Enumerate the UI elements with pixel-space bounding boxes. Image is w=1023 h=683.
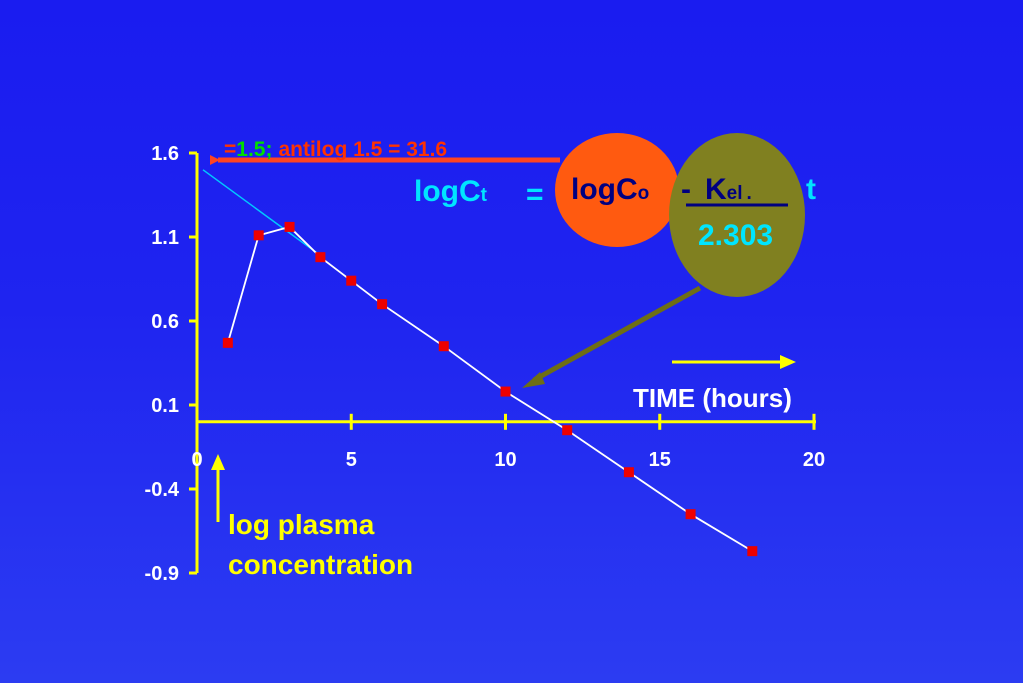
equation-divisor: 2.303 (698, 219, 773, 252)
equation-lhs-main: logC (414, 175, 481, 208)
axes (189, 151, 816, 575)
data-point (253, 230, 264, 241)
data-point (438, 341, 449, 352)
kel-arrow-head (522, 372, 545, 388)
x-tick-label: 10 (494, 449, 516, 471)
equation-lhs-sub: t (481, 185, 488, 206)
y-tick-label: -0.4 (145, 479, 180, 501)
x-tick-label: 15 (649, 449, 671, 471)
data-point (623, 467, 634, 478)
y-tick-label: 0.1 (151, 395, 179, 417)
y-label-arrow-head (211, 454, 225, 470)
series-line (226, 225, 753, 552)
data-point (747, 546, 758, 557)
antilog-text: antilog 1.5 = 31.6 (278, 138, 447, 161)
kel-circle (669, 133, 805, 297)
y-axis-label: log plasma concentration (228, 509, 413, 580)
data-point (284, 221, 295, 232)
x-tick-label: 5 (346, 449, 357, 471)
c0-circle (555, 133, 679, 247)
data-markers (222, 221, 758, 557)
data-point (500, 386, 511, 397)
y-axis-label-line1: log plasma (228, 509, 375, 540)
equation-t: t (806, 173, 816, 206)
data-point (222, 337, 233, 348)
data-point (346, 275, 357, 286)
extrapolation-line (202, 169, 321, 257)
data-point (315, 252, 326, 263)
y-tick-label: -0.9 (145, 563, 179, 585)
x-tick-label: 0 (191, 449, 202, 471)
y-tick-labels: 1.6 1.1 0.6 0.1 -0.4 -0.9 (145, 143, 180, 585)
equation-c0-main: logC (571, 173, 638, 206)
equation-kel: Kel. (705, 173, 752, 206)
data-point (562, 425, 573, 436)
equation-kel-main: K (705, 173, 727, 206)
x-axis-label: TIME (hours) (633, 383, 792, 413)
data-point (377, 299, 388, 310)
kel-arrow-line (532, 285, 702, 383)
intercept-annotation: =1.5; antilog 1.5 = 31.6 (224, 138, 447, 161)
equation-c0: logCo (571, 173, 649, 206)
equation-minus: - (681, 173, 691, 206)
y-tick-label: 0.6 (151, 311, 179, 333)
time-arrow-head (780, 355, 796, 369)
intercept-value: 1.5; (236, 138, 272, 161)
y-tick-label: 1.6 (151, 143, 179, 165)
data-point (685, 509, 696, 520)
equation-kel-dot: . (747, 183, 752, 204)
equation-equals: = (526, 178, 544, 211)
equation-kel-sub: el (727, 183, 743, 204)
intercept-prefix: = (224, 138, 236, 161)
equation-lhs: logCt (414, 175, 488, 208)
y-axis-label-line2: concentration (228, 549, 413, 580)
y-tick-label: 1.1 (151, 227, 179, 249)
x-tick-labels: 0 5 10 15 20 (191, 449, 825, 471)
equation-c0-sub: o (638, 183, 650, 204)
x-tick-label: 20 (803, 449, 825, 471)
